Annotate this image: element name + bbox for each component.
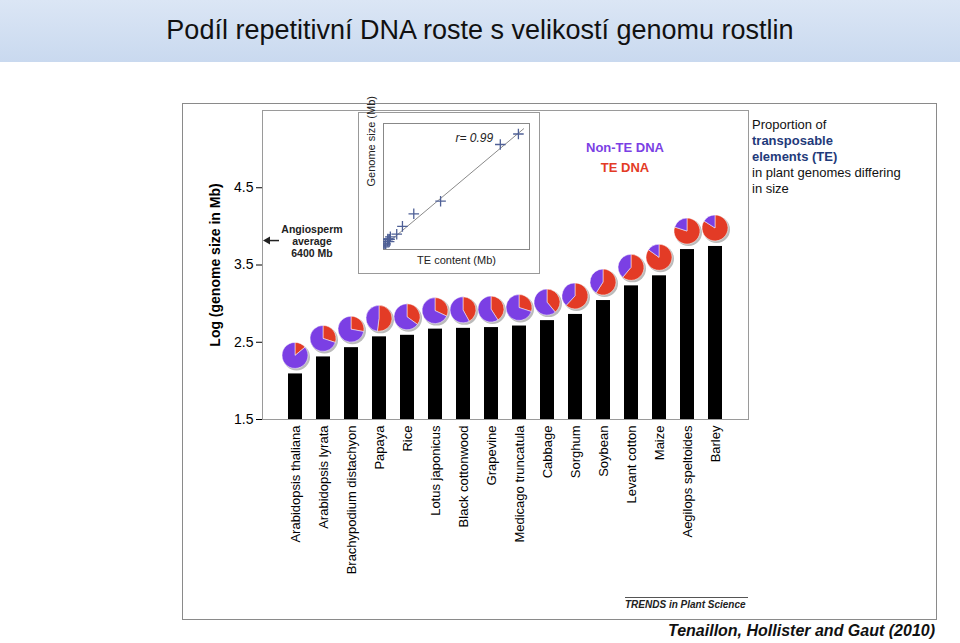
html-text:Proportion of: Proportion of — [752, 117, 827, 132]
svg-text:Arabidopsis thaliana: Arabidopsis thaliana — [288, 425, 303, 543]
svg-text:Levant cotton: Levant cotton — [624, 426, 639, 504]
html-text:TRENDS in Plant Science: TRENDS in Plant Science — [625, 599, 746, 610]
svg-text:2.5: 2.5 — [234, 334, 254, 350]
svg-text:Genome size (Mb): Genome size (Mb) — [365, 96, 377, 186]
svg-text:4.5: 4.5 — [234, 179, 254, 195]
svg-text:6400 Mb: 6400 Mb — [291, 247, 332, 259]
svg-text:Aegilops speltoides: Aegilops speltoides — [680, 425, 695, 538]
svg-text:Lotus japonicus: Lotus japonicus — [428, 425, 443, 516]
svg-text:Brachypodium distachyon: Brachypodium distachyon — [344, 426, 359, 575]
svg-text:Rice: Rice — [400, 426, 415, 452]
html-text:in size: in size — [752, 181, 789, 196]
svg-text:Cabbage: Cabbage — [540, 426, 555, 479]
svg-text:Black cottonwood: Black cottonwood — [456, 426, 471, 528]
html-text:elements (TE): elements (TE) — [752, 149, 838, 164]
html-text:TE DNA: TE DNA — [600, 160, 650, 175]
svg-text:Barley: Barley — [708, 425, 723, 462]
html-text:Tenaillon, Hollister and Gaut: Tenaillon, Hollister and Gaut (2010) — [668, 622, 935, 639]
svg-text:Angiosperm: Angiosperm — [281, 223, 342, 235]
html-text:in plant genomes differing: in plant genomes differing — [752, 165, 901, 180]
svg-text:Log (genome size in Mb): Log (genome size in Mb) — [207, 183, 223, 346]
svg-text:average: average — [292, 235, 332, 247]
svg-text:Papaya: Papaya — [372, 425, 387, 470]
html-text:Non-TE DNA: Non-TE DNA — [586, 140, 664, 155]
svg-text:1.5: 1.5 — [234, 411, 254, 427]
svg-text:Medicago truncatula: Medicago truncatula — [512, 425, 527, 543]
svg-text:Soybean: Soybean — [596, 426, 611, 477]
svg-text:Maize: Maize — [652, 426, 667, 461]
html-text:transposable: transposable — [752, 133, 833, 148]
svg-text:Sorghum: Sorghum — [568, 426, 583, 479]
html-text:Podíl repetitivní DNA roste s: Podíl repetitivní DNA roste s velikostí … — [166, 15, 794, 45]
svg-text:r= 0.99: r= 0.99 — [456, 131, 494, 145]
svg-text:3.5: 3.5 — [234, 256, 254, 272]
svg-text:Grapevine: Grapevine — [484, 426, 499, 486]
svg-text:TE content (Mb): TE content (Mb) — [417, 254, 496, 266]
svg-text:Arabidopsis lyrata: Arabidopsis lyrata — [316, 425, 331, 529]
